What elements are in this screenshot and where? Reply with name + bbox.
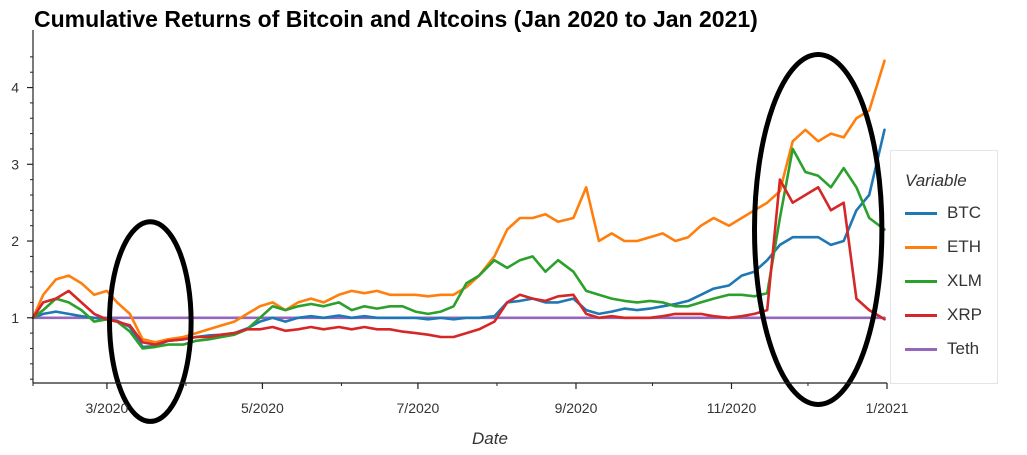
y-tick-label: 4	[11, 80, 19, 96]
legend-swatch-xlm	[905, 280, 937, 283]
x-tick-label: 5/2020	[241, 400, 284, 416]
series-line-xlm	[31, 147, 886, 350]
series-line-eth	[31, 59, 886, 344]
x-tick-label: 7/2020	[397, 400, 440, 416]
y-tick-label: 3	[11, 156, 19, 172]
legend-label-eth: ETH	[947, 237, 981, 256]
chart-title: Cumulative Returns of Bitcoin and Altcoi…	[34, 6, 758, 32]
legend-label-xlm: XLM	[947, 271, 982, 290]
series-line-xrp	[31, 178, 886, 346]
series-lines	[31, 59, 886, 350]
legend-swatch-xrp	[905, 314, 937, 317]
x-tick-label: 9/2020	[555, 400, 598, 416]
legend-label-xrp: XRP	[947, 305, 982, 324]
legend-swatch-btc	[905, 212, 937, 215]
legend-label-teth: Teth	[947, 339, 980, 358]
annotation-ellipse-1	[107, 219, 194, 424]
x-tick-label: 1/2021	[866, 400, 909, 416]
legend-title: Variable	[905, 171, 967, 190]
x-tick-label: 11/2020	[707, 400, 757, 416]
x-axis-label: Date	[472, 429, 508, 448]
y-tick-label: 1	[11, 310, 19, 326]
legend-swatch-teth	[905, 348, 937, 351]
legend: Variable BTC ETH XLM XRP Teth	[890, 150, 998, 384]
annotation-ellipse-2	[752, 52, 885, 407]
annotations	[107, 52, 885, 424]
y-tick-label: 2	[11, 233, 19, 249]
legend-label-btc: BTC	[947, 203, 981, 222]
legend-swatch-eth	[905, 246, 937, 249]
axes: 1 2 3 4 3/2020 5/2020 7/2020 9/2020 11/2020 1/202…	[11, 30, 909, 448]
x-tick-label: 3/2020	[86, 400, 129, 416]
